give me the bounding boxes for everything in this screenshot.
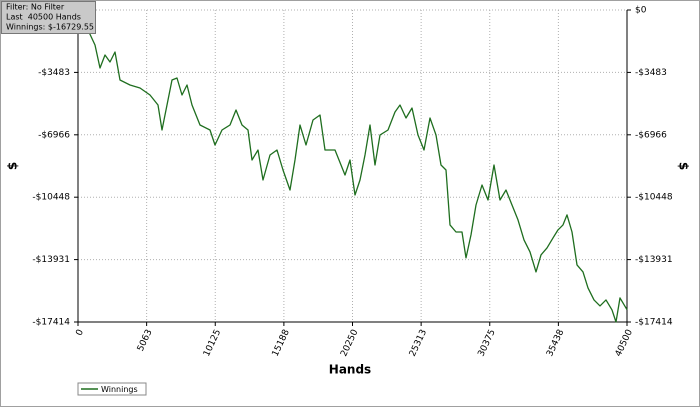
y-tick-label: -$13931 <box>32 255 70 265</box>
info-text: Winnings: $-16729.55 <box>6 23 94 32</box>
y-tick-label: -$6966 <box>38 130 70 140</box>
y2-tick-label: -$3483 <box>635 68 667 78</box>
y-tick-label: -$3483 <box>38 68 70 78</box>
legend-box <box>77 382 147 396</box>
legend-label: Winnings <box>101 385 138 394</box>
line-series <box>77 9 628 323</box>
y-axis-title: $ <box>6 162 20 170</box>
y-tick-label: -$17414 <box>32 318 70 328</box>
y2-axis-title: $ <box>677 162 691 170</box>
x-axis-title: Hands <box>329 363 371 377</box>
y2-tick-label: -$13931 <box>635 255 673 265</box>
x-tick-label: 0 <box>74 328 86 338</box>
y-tick-label: -$10448 <box>32 193 70 203</box>
info-text: Filter: No Filter <box>6 3 65 12</box>
y2-tick-label: -$17414 <box>635 318 673 328</box>
y2-tick-label: -$6966 <box>635 130 667 140</box>
info-box <box>1 1 96 34</box>
info-text: Last 40500 Hands <box>6 13 81 22</box>
y2-tick-label: $0 <box>635 6 647 16</box>
y2-tick-label: -$10448 <box>635 193 673 203</box>
